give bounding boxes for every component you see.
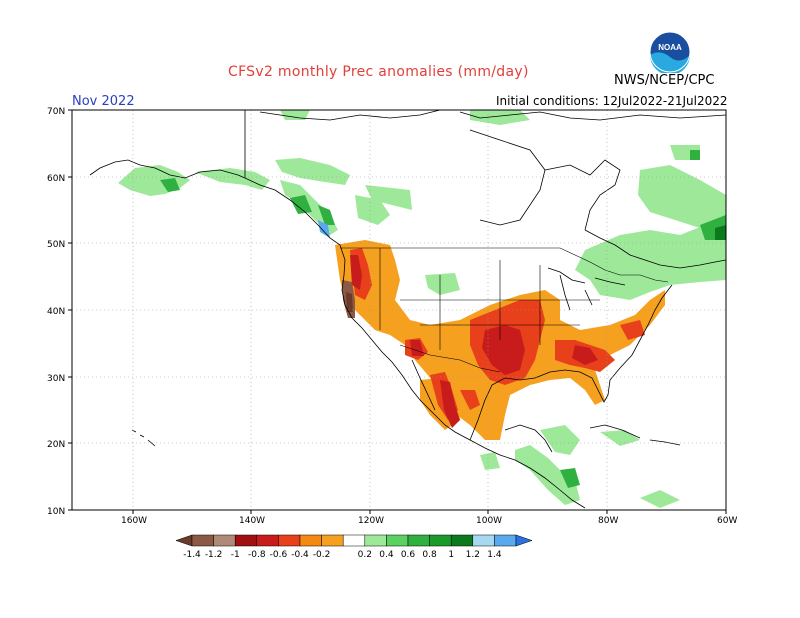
colorbar-swatch bbox=[494, 534, 517, 547]
colorbar-swatch bbox=[278, 534, 301, 547]
political-borders bbox=[340, 247, 669, 373]
colorbar-label: 1 bbox=[448, 550, 454, 560]
colorbar-swatch bbox=[234, 534, 258, 547]
lon-ticks bbox=[132, 510, 727, 514]
colorbar-min-arrow bbox=[175, 534, 193, 547]
wet-anomaly-deep-layer bbox=[715, 225, 726, 240]
noaa-logo-text: NOAA bbox=[658, 43, 682, 52]
lat-label-10n: 10N bbox=[47, 507, 65, 517]
colorbar-swatch bbox=[342, 534, 366, 547]
lon-label-120w: 120W bbox=[358, 516, 384, 526]
dry-anomaly-strong-layer bbox=[350, 255, 598, 428]
lat-label-50n: 50N bbox=[47, 240, 65, 250]
colorbar bbox=[175, 534, 533, 547]
colorbar-swatch bbox=[429, 534, 452, 547]
colorbar-label: -0.6 bbox=[270, 550, 288, 560]
dry-anomaly-darkbrown-layer bbox=[346, 292, 353, 312]
colorbar-swatch bbox=[321, 534, 344, 547]
lat-label-70n: 70N bbox=[47, 107, 65, 117]
lat-label-30n: 30N bbox=[47, 374, 65, 384]
forecast-month: Nov 2022 bbox=[72, 94, 135, 109]
wet-anomaly-layer bbox=[118, 110, 726, 508]
colorbar-swatch bbox=[213, 534, 236, 547]
colorbar-label: -0.2 bbox=[313, 550, 331, 560]
colorbar-label: -0.8 bbox=[248, 550, 266, 560]
wet-anomaly-blue-layer bbox=[318, 220, 330, 238]
colorbar-label: 0.8 bbox=[422, 550, 437, 560]
colorbar-label: 1.2 bbox=[466, 550, 480, 560]
lat-label-40n: 40N bbox=[47, 307, 65, 317]
colorbar-swatch bbox=[472, 534, 495, 547]
lon-label-100w: 100W bbox=[476, 516, 502, 526]
colorbar-swatch bbox=[256, 534, 279, 547]
colorbar-label: 0.4 bbox=[379, 550, 394, 560]
map-gridlines bbox=[72, 110, 726, 510]
lon-label-60w: 60W bbox=[717, 516, 737, 526]
colorbar-label: 0.6 bbox=[401, 550, 416, 560]
colorbar-label: -1.2 bbox=[205, 550, 223, 560]
lon-label-140w: 140W bbox=[239, 516, 265, 526]
colorbar-swatch bbox=[299, 534, 322, 547]
lon-label-80w: 80W bbox=[598, 516, 618, 526]
map-title: CFSv2 monthly Prec anomalies (mm/day) bbox=[228, 64, 529, 80]
colorbar-swatch bbox=[364, 534, 387, 547]
lat-label-60n: 60N bbox=[47, 174, 65, 184]
colorbar-max-arrow bbox=[515, 534, 533, 547]
wet-anomaly-strong-layer bbox=[160, 150, 726, 488]
colorbar-swatch bbox=[450, 534, 474, 547]
colorbar-label: -1 bbox=[231, 550, 240, 560]
colorbar-labels: -1.4 -1.2 -1 -0.8 -0.6 -0.4 -0.2 0.2 0.4 0.6 0.8 1 1… bbox=[183, 550, 502, 560]
initial-conditions: Initial conditions: 12Jul2022-21Jul2022 bbox=[496, 94, 728, 108]
colorbar-swatch bbox=[407, 534, 430, 547]
colorbar-swatch bbox=[191, 534, 214, 547]
colorbar-label: -0.4 bbox=[291, 550, 309, 560]
lon-label-160w: 160W bbox=[121, 516, 147, 526]
colorbar-label: 0.2 bbox=[358, 550, 372, 560]
colorbar-label: 1.4 bbox=[487, 550, 502, 560]
coastlines bbox=[89, 109, 727, 509]
agency-label: NWS/NCEP/CPC bbox=[614, 73, 715, 88]
noaa-logo: NOAA bbox=[649, 31, 691, 73]
colorbar-label: -1.4 bbox=[183, 550, 201, 560]
lat-ticks bbox=[68, 109, 72, 511]
colorbar-swatch bbox=[386, 534, 409, 547]
lat-label-20n: 20N bbox=[47, 440, 65, 450]
